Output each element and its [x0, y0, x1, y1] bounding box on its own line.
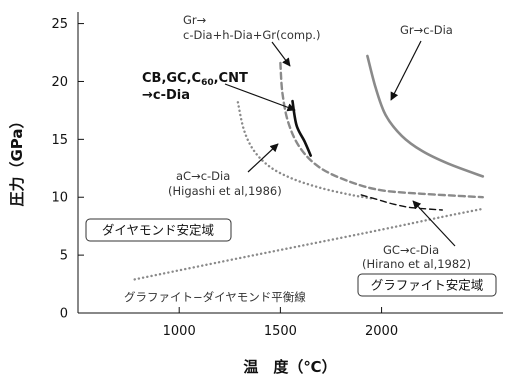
label-ac-line1: aC→c-Dia [176, 169, 230, 183]
y-tick-label: 15 [51, 133, 68, 148]
y-tick-label: 0 [60, 307, 68, 322]
label-gc-line1: GC→c-Dia [383, 243, 439, 257]
label-cb-text: CB,GC,C [142, 71, 201, 86]
label-equilibrium-line: グラファイト−ダイヤモンド平衡線 [124, 290, 306, 304]
arrow-gr-comp [271, 41, 291, 67]
y-tick-label: 10 [51, 191, 68, 206]
graphite-region-label: グラファイト安定域 [371, 278, 484, 293]
graphite-region-box [357, 273, 497, 297]
label-gc-line2: (Hirano et al,1982) [362, 257, 471, 271]
y-tick-label: 5 [60, 249, 68, 264]
series-line-3 [366, 54, 485, 178]
series-line-5 [360, 194, 443, 211]
x-tick-label: 1000 [163, 324, 196, 339]
x-axis-title: 温 度（℃） [243, 358, 336, 376]
series-line-1 [279, 61, 484, 199]
label-cb-line2: →c-Dia [142, 88, 190, 103]
label-gr-cdia: Gr→c-Dia [400, 23, 453, 37]
y-tick-label: 25 [51, 17, 68, 32]
diamond-region-box [85, 218, 232, 242]
label-cb-subscript: 60 [201, 78, 214, 88]
arrow-cb [224, 83, 296, 112]
x-tick-label: 1500 [264, 324, 297, 339]
label-gr-comp-line1: Gr→ [183, 13, 207, 27]
y-tick-label: 20 [51, 75, 68, 90]
label-ac-line2: (Higashi et al,1986) [168, 184, 282, 198]
series-line-4 [236, 101, 373, 200]
diamond-region-label: ダイヤモンド安定域 [102, 223, 214, 238]
label-cb-text-2: ,CNT [214, 71, 248, 86]
label-cb-line1: CB,GC,C60,CNT [142, 71, 248, 88]
x-tick-label: 2000 [365, 324, 398, 339]
y-axis-title: 圧力（GPa） [8, 113, 26, 206]
arrow-ac [247, 143, 279, 173]
arrow-gr-cdia [390, 40, 422, 101]
series-line-6 [133, 207, 484, 281]
arrow-gc [412, 200, 456, 247]
series-line-2 [291, 99, 312, 157]
label-gr-comp-line2: c-Dia+h-Dia+Gr(comp.) [183, 28, 321, 42]
